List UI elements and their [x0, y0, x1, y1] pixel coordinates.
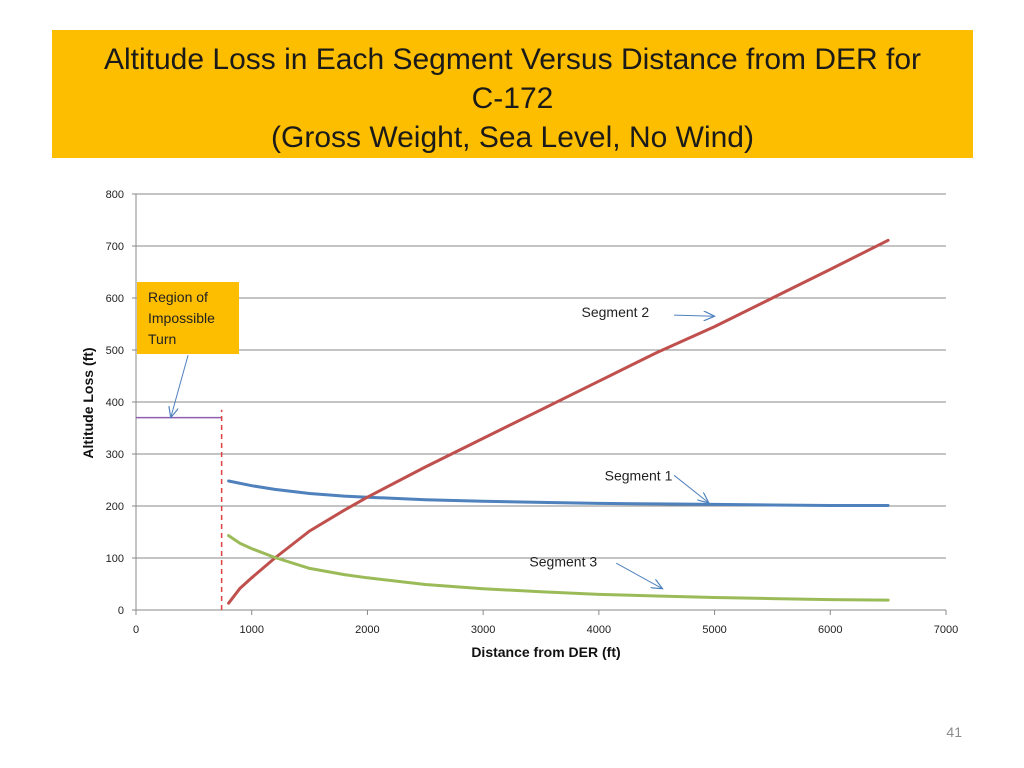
x-tick-label-1000: 1000 — [239, 624, 263, 636]
annotation-label-segment-3: Segment 3 — [529, 553, 597, 569]
region-label-line-3: Turn — [148, 331, 176, 347]
slide-title-line-2: C-172 — [471, 82, 554, 115]
region-of-impossible-turn: Region of Impossible Turn — [137, 282, 239, 418]
y-tick-label-300: 300 — [106, 449, 124, 461]
region-label-line-1: Region of — [148, 289, 208, 305]
x-tick-label-0: 0 — [133, 624, 139, 636]
annotation-arrow-segment-1 — [673, 474, 709, 503]
reference-lines — [136, 409, 223, 610]
x-tick-label-3000: 3000 — [471, 624, 495, 636]
annotation-arrow-segment-2 — [674, 315, 715, 316]
data-series — [227, 238, 890, 605]
annotations: Segment 2 Segment 1 Segment 3 — [529, 304, 714, 588]
region-arrow — [171, 355, 189, 417]
annotation-label-segment-2: Segment 2 — [582, 304, 650, 320]
annotation-label-segment-1: Segment 1 — [605, 468, 673, 484]
x-axis-label: Distance from DER (ft) — [471, 644, 620, 660]
series-line-segment-1 — [227, 479, 890, 507]
slide-number: 41 — [946, 724, 962, 740]
y-tick-label-100: 100 — [106, 553, 124, 565]
x-tick-label-5000: 5000 — [702, 624, 726, 636]
series-line-segment-3 — [227, 534, 890, 602]
slide-title-box: Altitude Loss in Each Segment Versus Dis… — [52, 30, 973, 158]
y-tick-label-500: 500 — [106, 345, 124, 357]
axes: 0 100 200 300 400 500 600 700 800 0 1000 2000 3000 40… — [80, 189, 958, 660]
y-tick-label-600: 600 — [106, 293, 124, 305]
y-axis-label: Altitude Loss (ft) — [80, 347, 96, 458]
y-tick-label-700: 700 — [106, 241, 124, 253]
slide-title-line-1: Altitude Loss in Each Segment Versus Dis… — [103, 43, 922, 76]
y-tick-label-800: 800 — [106, 189, 124, 201]
x-tick-label-6000: 6000 — [818, 624, 842, 636]
slide-title-line-3: (Gross Weight, Sea Level, No Wind) — [271, 121, 754, 154]
x-tick-label-7000: 7000 — [934, 624, 958, 636]
region-label-line-2: Impossible — [148, 310, 215, 326]
x-tick-label-4000: 4000 — [587, 624, 611, 636]
annotation-arrow-segment-3 — [615, 562, 662, 588]
series-line-segment-2 — [227, 238, 890, 605]
y-tick-label-0: 0 — [118, 605, 124, 617]
x-tick-label-2000: 2000 — [355, 624, 379, 636]
y-tick-label-400: 400 — [106, 397, 124, 409]
y-tick-label-200: 200 — [106, 501, 124, 513]
region-box — [137, 282, 239, 354]
